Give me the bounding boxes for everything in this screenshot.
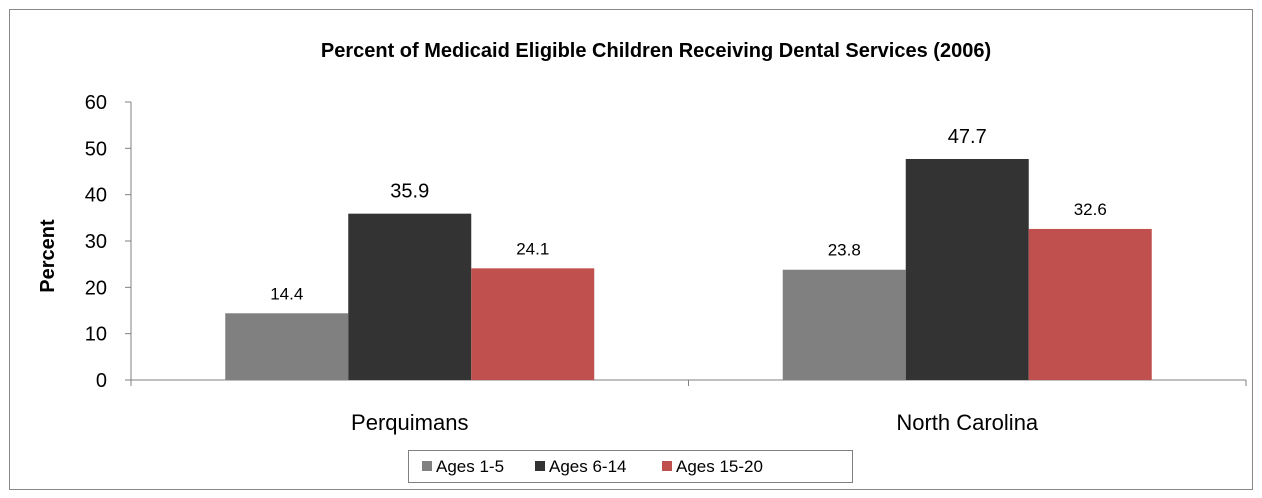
plot-area: 0 10 20 30 40 50 60 Perquimans 14.4 35.9 24.1 North… xyxy=(85,92,1247,435)
chart-title: Percent of Medicaid Eligible Children Re… xyxy=(321,40,991,62)
legend-box xyxy=(408,450,853,483)
y-tick-label: 0 xyxy=(96,370,107,392)
legend-label: Ages 6-14 xyxy=(549,457,627,476)
data-label: 32.6 xyxy=(1074,200,1107,219)
y-tick-label: 50 xyxy=(85,138,107,160)
legend-swatch xyxy=(422,461,432,471)
legend-label: Ages 1-5 xyxy=(436,457,504,476)
y-tick-label: 20 xyxy=(85,277,107,299)
bar xyxy=(225,313,349,380)
y-tick-label: 10 xyxy=(85,324,107,346)
legend-label: Ages 15-20 xyxy=(676,457,763,476)
y-tick-label: 30 xyxy=(85,231,107,253)
x-tick-label: North Carolina xyxy=(896,410,1039,435)
y-tick-label: 60 xyxy=(85,92,107,114)
bar xyxy=(782,269,906,380)
x-tick-label: Perquimans xyxy=(351,410,468,435)
y-axis-label: Percent xyxy=(37,219,59,293)
data-label: 14.4 xyxy=(270,284,303,303)
data-label: 23.8 xyxy=(828,241,861,260)
data-label: 47.7 xyxy=(948,126,987,148)
bar xyxy=(905,158,1029,380)
legend: Ages 1-5 Ages 6-14 Ages 15-20 xyxy=(408,450,853,483)
legend-swatch xyxy=(662,461,672,471)
data-label: 24.1 xyxy=(516,239,549,258)
bar xyxy=(471,268,595,380)
data-label: 35.9 xyxy=(390,181,429,203)
bar xyxy=(348,213,472,380)
bar xyxy=(1028,228,1152,380)
legend-swatch xyxy=(535,461,545,471)
y-tick-label: 40 xyxy=(85,185,107,207)
